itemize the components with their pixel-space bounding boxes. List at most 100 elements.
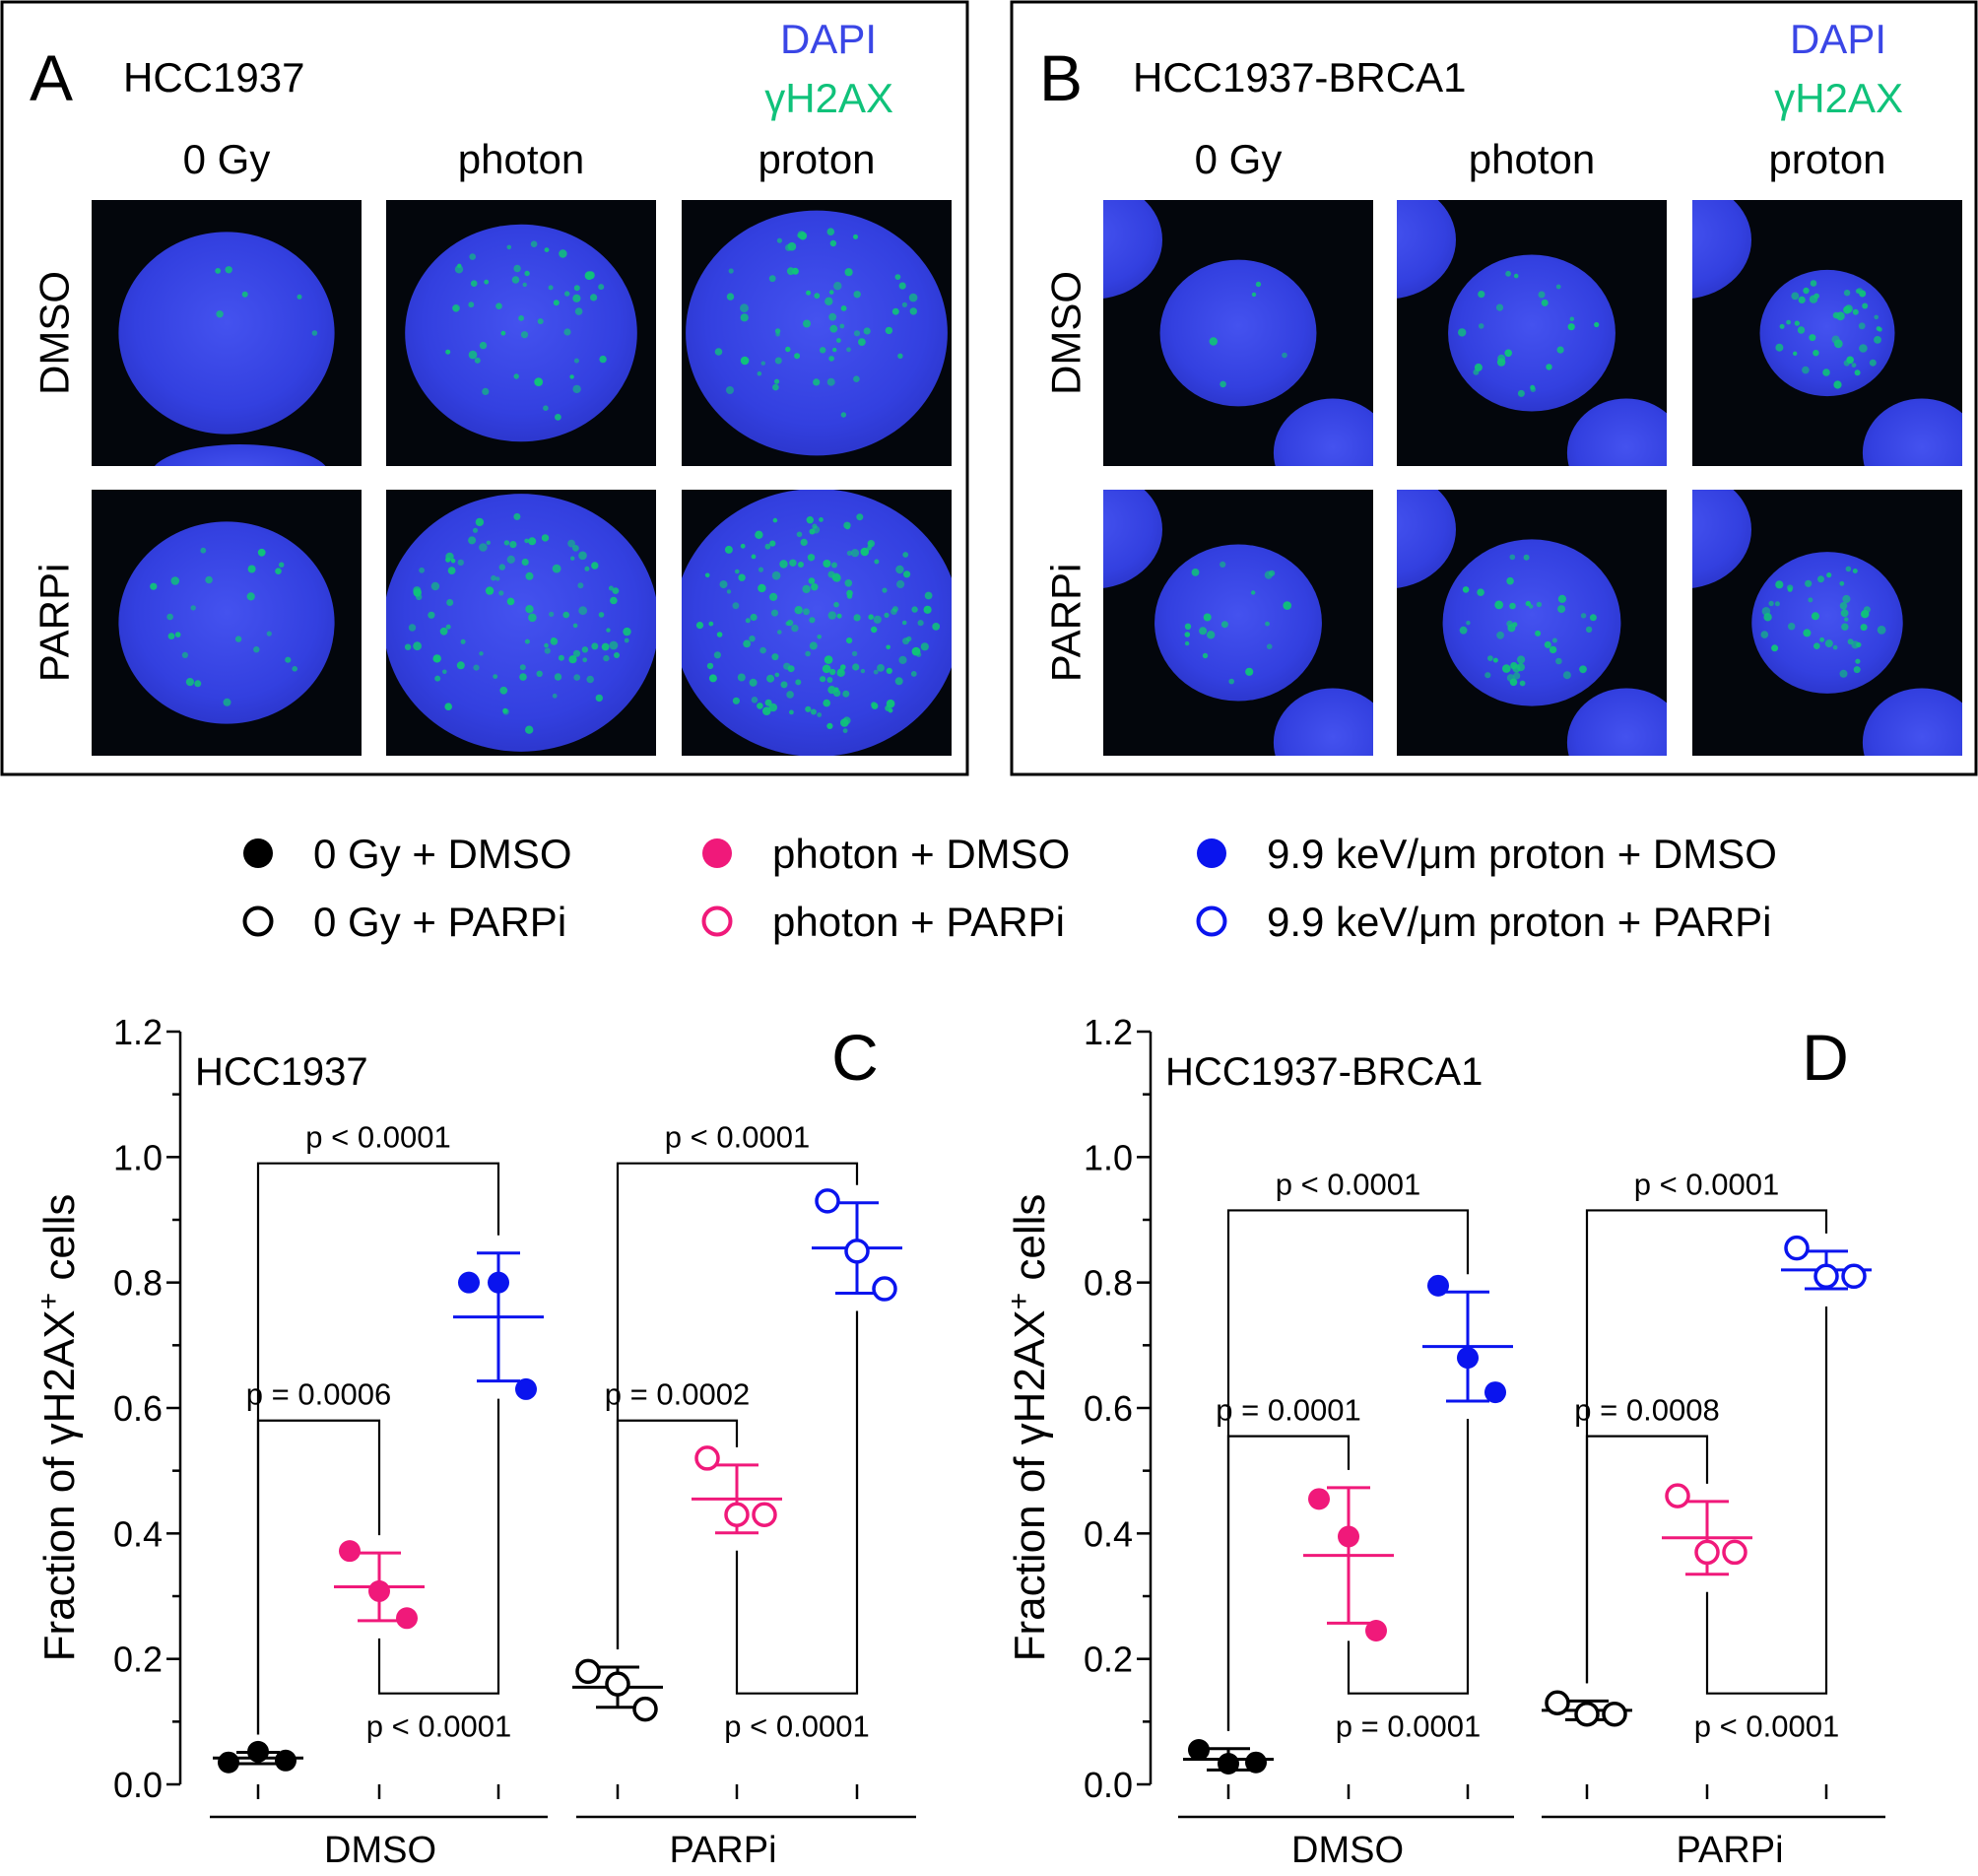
gh2ax-focus	[735, 569, 740, 574]
gh2ax-focus	[1858, 322, 1866, 330]
gh2ax-focus	[223, 698, 231, 706]
gh2ax-focus	[719, 580, 728, 589]
gh2ax-focus	[1266, 643, 1273, 649]
gh2ax-focus	[827, 611, 836, 620]
gh2ax-focus	[624, 637, 629, 643]
gh2ax-focus	[764, 699, 772, 706]
panel-b: B HCC1937-BRCA1 DAPI γH2AX 0 Gy photon proton D…	[1010, 0, 1978, 776]
gh2ax-focus	[555, 414, 561, 421]
gh2ax-focus	[1282, 352, 1287, 359]
gh2ax-focus	[1184, 623, 1192, 630]
gh2ax-focus	[708, 621, 714, 627]
data-point	[1188, 1738, 1210, 1761]
y-tick-label: 1.2	[1084, 1012, 1133, 1052]
gh2ax-focus	[1251, 590, 1256, 595]
comparison-bracket	[1226, 1435, 1351, 1731]
gh2ax-focus	[1852, 569, 1858, 573]
gh2ax-focus	[586, 675, 594, 684]
legend-label: 9.9 keV/μm proton + DMSO	[1267, 831, 1777, 877]
data-point	[1602, 1701, 1627, 1727]
gh2ax-focus	[519, 673, 527, 681]
gh2ax-focus	[805, 650, 811, 657]
gh2ax-focus	[1484, 672, 1491, 679]
gh2ax-focus	[1506, 576, 1514, 585]
gh2ax-focus	[740, 313, 749, 322]
chart-title: HCC1937-BRCA1	[1165, 1050, 1483, 1094]
gh2ax-focus	[791, 267, 799, 275]
gh2ax-focus	[577, 582, 584, 589]
legend-marker	[701, 905, 733, 937]
gh2ax-focus	[853, 614, 861, 622]
micrograph-tile	[92, 200, 362, 466]
gh2ax-focus	[749, 636, 756, 642]
data-point	[488, 1271, 509, 1294]
gh2ax-focus	[822, 664, 831, 674]
data-point	[1308, 1488, 1330, 1510]
gh2ax-focus	[562, 611, 569, 619]
gh2ax-focus	[772, 383, 779, 391]
micrograph-tile	[386, 490, 656, 756]
y-tick-label: 1.2	[113, 1012, 163, 1052]
gh2ax-focus	[836, 338, 841, 343]
gh2ax-focus	[568, 655, 577, 664]
gh2ax-focus	[1504, 349, 1512, 358]
data-point	[1218, 1752, 1239, 1775]
column-label: photon	[458, 136, 584, 182]
gh2ax-focus	[544, 247, 550, 252]
gh2ax-focus	[894, 274, 901, 280]
series	[1183, 1738, 1274, 1775]
gh2ax-focus	[591, 562, 599, 570]
gh2ax-focus	[1786, 319, 1791, 325]
series	[812, 1188, 902, 1302]
gh2ax-focus	[1513, 273, 1519, 279]
gh2ax-focus	[772, 517, 778, 523]
gh2ax-focus	[743, 639, 752, 648]
gh2ax-focus	[432, 654, 441, 663]
p-value-label: p < 0.0001	[305, 1120, 450, 1155]
data-point	[368, 1579, 390, 1602]
gh2ax-focus	[552, 693, 558, 699]
gh2ax-focus	[1255, 281, 1262, 288]
gh2ax-label: γH2AX	[764, 75, 893, 121]
gh2ax-focus	[795, 679, 802, 686]
data-point	[1338, 1525, 1359, 1548]
gh2ax-focus	[844, 579, 853, 587]
panel-letter: B	[1039, 41, 1083, 114]
gh2ax-focus	[1199, 627, 1208, 636]
gh2ax-focus	[726, 386, 734, 394]
gh2ax-focus	[609, 640, 619, 650]
gh2ax-focus	[285, 656, 292, 663]
gh2ax-focus	[570, 556, 575, 561]
gh2ax-focus	[829, 324, 838, 333]
data-point	[247, 1740, 269, 1763]
gh2ax-focus	[311, 330, 318, 336]
gh2ax-focus	[247, 565, 256, 573]
panel-letter: D	[1802, 1021, 1849, 1094]
gh2ax-focus	[755, 530, 763, 539]
gh2ax-focus	[591, 642, 599, 650]
gh2ax-focus	[522, 282, 527, 288]
gh2ax-focus	[601, 642, 610, 651]
gh2ax-focus	[1209, 337, 1219, 346]
gh2ax-focus	[1509, 602, 1516, 610]
gh2ax-focus	[842, 716, 851, 725]
legend-label: 9.9 keV/μm proton + PARPi	[1267, 899, 1772, 945]
gh2ax-focus	[1184, 632, 1191, 637]
gh2ax-focus	[851, 650, 858, 657]
gh2ax-focus	[803, 319, 811, 328]
gh2ax-focus	[525, 605, 534, 614]
gh2ax-focus	[902, 637, 910, 645]
gh2ax-focus	[528, 613, 537, 623]
gh2ax-focus	[1202, 652, 1209, 659]
charts: 0.0 0.2 0.4 0.6 0.8 1.0 1.2 Fraction of γH2AX+ …	[33, 1012, 1885, 1871]
data-point	[515, 1377, 537, 1400]
gh2ax-focus	[751, 554, 757, 560]
gh2ax-focus	[1541, 299, 1549, 306]
gh2ax-focus	[1852, 308, 1859, 315]
gh2ax-focus	[1775, 580, 1784, 589]
series	[213, 1740, 303, 1774]
comparison-bracket	[1347, 1419, 1470, 1695]
gh2ax-focus	[726, 589, 732, 594]
gh2ax-focus	[1874, 314, 1879, 320]
gh2ax-focus	[544, 647, 551, 654]
